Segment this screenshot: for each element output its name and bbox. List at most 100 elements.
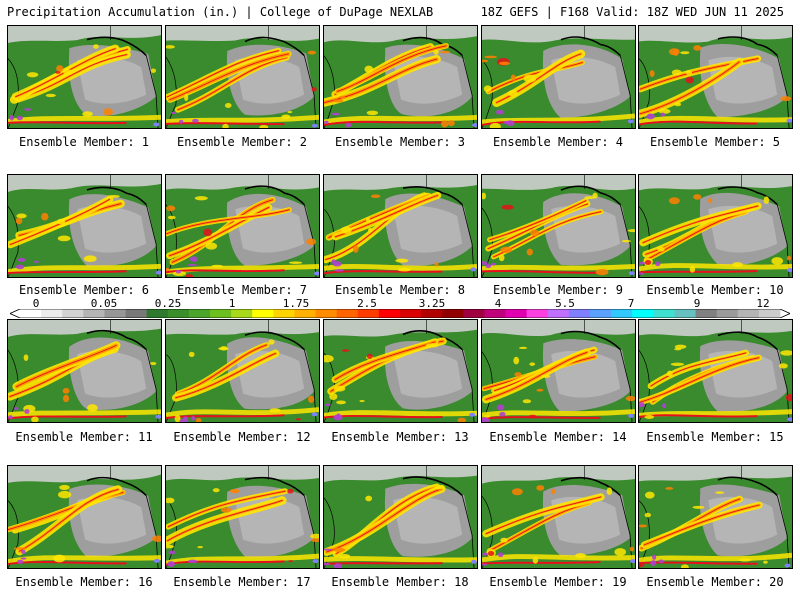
- precip-map: [639, 466, 792, 568]
- ensemble-member-label: Ensemble Member: 9: [492, 283, 624, 297]
- coastline: [560, 185, 621, 205]
- ensemble-member-panel: [165, 465, 320, 569]
- colorbar-tick-label: 0.25: [154, 297, 182, 310]
- ensemble-member-label: Ensemble Member: 19: [489, 575, 627, 589]
- colorbar-swatch: [484, 309, 506, 318]
- ensemble-member-label: Ensemble Member: 2: [176, 135, 308, 149]
- coastline: [86, 36, 147, 56]
- colorbar-tick-label: 4: [494, 297, 502, 310]
- coastline: [402, 186, 463, 205]
- ensemble-member-panel: [165, 25, 320, 129]
- coastline: [86, 186, 147, 205]
- ensemble-member-label: Ensemble Member: 14: [489, 430, 627, 444]
- precip-map: [166, 466, 319, 568]
- colorbar-swatch: [442, 309, 464, 318]
- ensemble-member-label: Ensemble Member: 4: [492, 135, 624, 149]
- colorbar-swatch: [188, 309, 211, 318]
- precip-map: [166, 175, 319, 277]
- colorbar-swatch: [167, 309, 190, 318]
- ensemble-member-panel: [638, 465, 793, 569]
- ensemble-member-panel: [7, 25, 162, 129]
- coastline: [244, 331, 305, 350]
- ensemble-member-panel: [7, 319, 162, 423]
- colorbar-swatch: [547, 309, 570, 318]
- colorbar-tick-label: 1.75: [282, 297, 310, 310]
- coastline: [402, 330, 463, 350]
- ensemble-member-panel: [7, 465, 162, 569]
- coastline: [717, 476, 778, 496]
- precip-map: [8, 466, 161, 568]
- ensemble-member-label: Ensemble Member: 16: [15, 575, 153, 589]
- colorbar-tick-label: 1: [228, 297, 236, 310]
- colorbar-tick-label: 12: [756, 297, 770, 310]
- colorbar-swatch: [252, 309, 274, 318]
- coastline: [244, 36, 305, 56]
- coastline: [717, 331, 778, 350]
- precip-map: [8, 26, 161, 128]
- coastline: [560, 36, 621, 56]
- ensemble-member-panel: [165, 174, 320, 278]
- colorbar-swatch: [146, 309, 169, 318]
- colorbar-swatch: [20, 309, 42, 318]
- precip-map: [639, 320, 792, 422]
- coastline: [717, 36, 778, 56]
- colorbar-swatch: [294, 309, 316, 318]
- ensemble-member-panel: [481, 465, 636, 569]
- coastline: [560, 330, 621, 350]
- ensemble-member-panel: [323, 319, 478, 423]
- precip-map: [482, 175, 635, 277]
- colorbar-swatch: [400, 309, 422, 318]
- ensemble-member-label: Ensemble Member: 6: [18, 283, 150, 297]
- colorbar-tick-label: 9: [693, 297, 701, 310]
- colorbar-swatch: [378, 309, 401, 318]
- colorbar-tick-label: 5.5: [555, 297, 575, 310]
- colorbar-swatch: [273, 309, 295, 318]
- ensemble-member-panel: [481, 25, 636, 129]
- ensemble-member-panel: [481, 319, 636, 423]
- colorbar-swatch: [62, 309, 84, 318]
- colorbar-tick-label: 2.5: [357, 297, 377, 310]
- colorbar-tick-label: 3.25: [418, 297, 446, 310]
- colorbar-swatch: [336, 309, 359, 318]
- precip-map: [482, 26, 635, 128]
- ensemble-member-label: Ensemble Member: 1: [18, 135, 150, 149]
- coastline: [402, 476, 463, 496]
- colorbar-swatch: [41, 309, 63, 318]
- coastline: [244, 476, 305, 496]
- colorbar-swatch: [653, 309, 675, 318]
- colorbar-swatch: [590, 309, 612, 318]
- colorbar-swatch: [737, 309, 760, 318]
- ensemble-member-panel: [323, 25, 478, 129]
- colorbar-swatch: [231, 309, 253, 318]
- ensemble-member-panel: [323, 465, 478, 569]
- precip-map: [8, 175, 161, 277]
- ensemble-member-label: Ensemble Member: 20: [646, 575, 784, 589]
- ensemble-member-label: Ensemble Member: 8: [334, 283, 466, 297]
- colorbar-swatch: [421, 309, 443, 318]
- ensemble-member-panel: [481, 174, 636, 278]
- coastline: [86, 329, 147, 350]
- ensemble-member-label: Ensemble Member: 11: [15, 430, 153, 444]
- ensemble-member-label: Ensemble Member: 3: [334, 135, 466, 149]
- coastline: [244, 185, 305, 205]
- ensemble-member-label: Ensemble Member: 5: [649, 135, 781, 149]
- precip-map: [324, 26, 477, 128]
- ensemble-member-label: Ensemble Member: 17: [173, 575, 311, 589]
- colorbar-swatch: [315, 309, 338, 318]
- colorbar-swatch: [210, 309, 232, 318]
- precip-map: [482, 320, 635, 422]
- title-right: 18Z GEFS | F168 Valid: 18Z WED JUN 11 20…: [480, 5, 784, 19]
- ensemble-member-label: Ensemble Member: 15: [646, 430, 784, 444]
- colorbar-swatch: [104, 309, 126, 318]
- colorbar-swatch: [695, 309, 718, 318]
- precip-map: [482, 466, 635, 568]
- colorbar-tick-label: 0: [32, 297, 40, 310]
- ensemble-member-label: Ensemble Member: 10: [646, 283, 784, 297]
- precip-map: [639, 26, 792, 128]
- precip-map: [324, 175, 477, 277]
- coastline: [86, 476, 147, 496]
- colorbar-swatch: [758, 309, 781, 318]
- colorbar-swatch: [505, 309, 528, 318]
- colorbar-swatch: [611, 309, 633, 318]
- ensemble-member-panel: [323, 174, 478, 278]
